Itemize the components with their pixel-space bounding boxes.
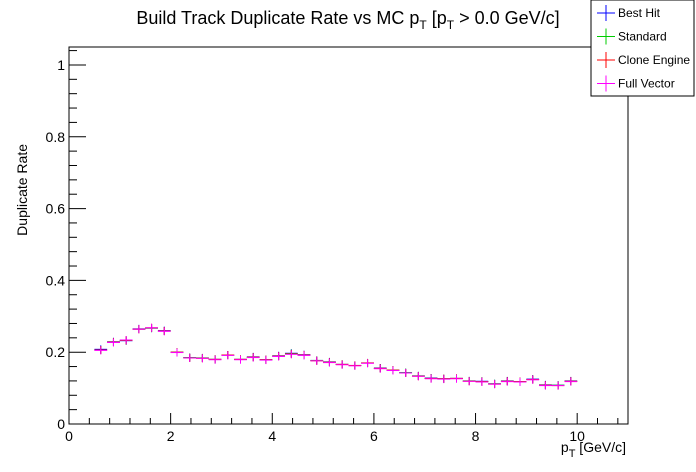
legend-label: Best Hit bbox=[618, 6, 661, 20]
plot-frame bbox=[68, 46, 629, 425]
data-point bbox=[539, 381, 552, 390]
data-point bbox=[107, 338, 120, 347]
x-tick-label: 8 bbox=[472, 428, 480, 444]
legend-box bbox=[590, 0, 695, 97]
data-point bbox=[196, 354, 209, 363]
data-point bbox=[119, 335, 133, 344]
x-tick-label: 10 bbox=[569, 428, 585, 444]
data-point bbox=[526, 375, 540, 384]
legend-entry: Full Vector bbox=[597, 75, 675, 92]
y-tick-label: 0.6 bbox=[46, 201, 66, 217]
y-axis: 0 0.2 0.4 0.6 0.8 1 bbox=[46, 50, 86, 432]
data-point bbox=[132, 325, 146, 334]
chart-title: Build Track Duplicate Rate vs MC pT [pT … bbox=[136, 8, 559, 32]
data-point bbox=[145, 323, 158, 332]
data-point bbox=[373, 364, 387, 373]
data-point bbox=[488, 380, 501, 389]
data-point bbox=[437, 375, 451, 384]
x-tick-label: 6 bbox=[370, 428, 378, 444]
data-point bbox=[361, 359, 374, 368]
legend-label: Standard bbox=[618, 30, 667, 44]
data-point bbox=[513, 377, 527, 386]
data-point bbox=[424, 374, 438, 383]
data-point bbox=[259, 356, 273, 365]
series-full-vector bbox=[94, 323, 578, 390]
y-tick-label: 0.4 bbox=[46, 272, 66, 288]
data-point bbox=[399, 369, 413, 378]
data-point bbox=[208, 355, 222, 364]
data-point bbox=[183, 353, 197, 362]
data-point bbox=[272, 352, 285, 361]
y-axis-label: Duplicate Rate bbox=[14, 144, 30, 236]
legend-label: Clone Engine bbox=[618, 53, 690, 67]
data-point bbox=[246, 353, 260, 362]
y-tick-label: 0.2 bbox=[46, 344, 66, 360]
y-tick-label: 0 bbox=[57, 416, 65, 432]
data-point bbox=[412, 372, 425, 381]
data-point bbox=[564, 377, 578, 386]
data-point bbox=[323, 358, 336, 367]
data-point bbox=[335, 360, 349, 369]
y-tick-label: 1 bbox=[57, 57, 65, 73]
data-point bbox=[475, 377, 489, 386]
legend-entry: Standard bbox=[597, 28, 667, 45]
data-point bbox=[500, 377, 514, 386]
data-point bbox=[551, 381, 565, 390]
data-point bbox=[284, 350, 298, 359]
x-axis: 0 2 4 6 8 10 bbox=[65, 413, 619, 444]
legend-label: Full Vector bbox=[618, 77, 675, 91]
x-tick-label: 2 bbox=[167, 428, 175, 444]
data-point bbox=[297, 351, 311, 360]
data-point bbox=[348, 361, 362, 370]
data-point bbox=[94, 346, 108, 355]
x-tick-label: 4 bbox=[268, 428, 276, 444]
data-point bbox=[234, 355, 247, 364]
data-point bbox=[221, 351, 235, 360]
data-point bbox=[310, 356, 324, 365]
legend: Best Hit Standard Clone Engine Full Vector bbox=[590, 0, 695, 97]
legend-entry: Best Hit bbox=[597, 5, 661, 21]
data-points-layer bbox=[94, 323, 578, 390]
x-tick-label: 0 bbox=[65, 428, 73, 444]
data-point bbox=[386, 366, 400, 375]
data-point bbox=[170, 348, 184, 357]
data-point bbox=[157, 327, 171, 336]
x-axis-label: pT [GeV/c] bbox=[561, 439, 626, 460]
legend-entry: Clone Engine bbox=[597, 52, 690, 68]
data-point bbox=[462, 377, 476, 386]
y-tick-label: 0.8 bbox=[46, 129, 66, 145]
data-point bbox=[450, 374, 463, 383]
